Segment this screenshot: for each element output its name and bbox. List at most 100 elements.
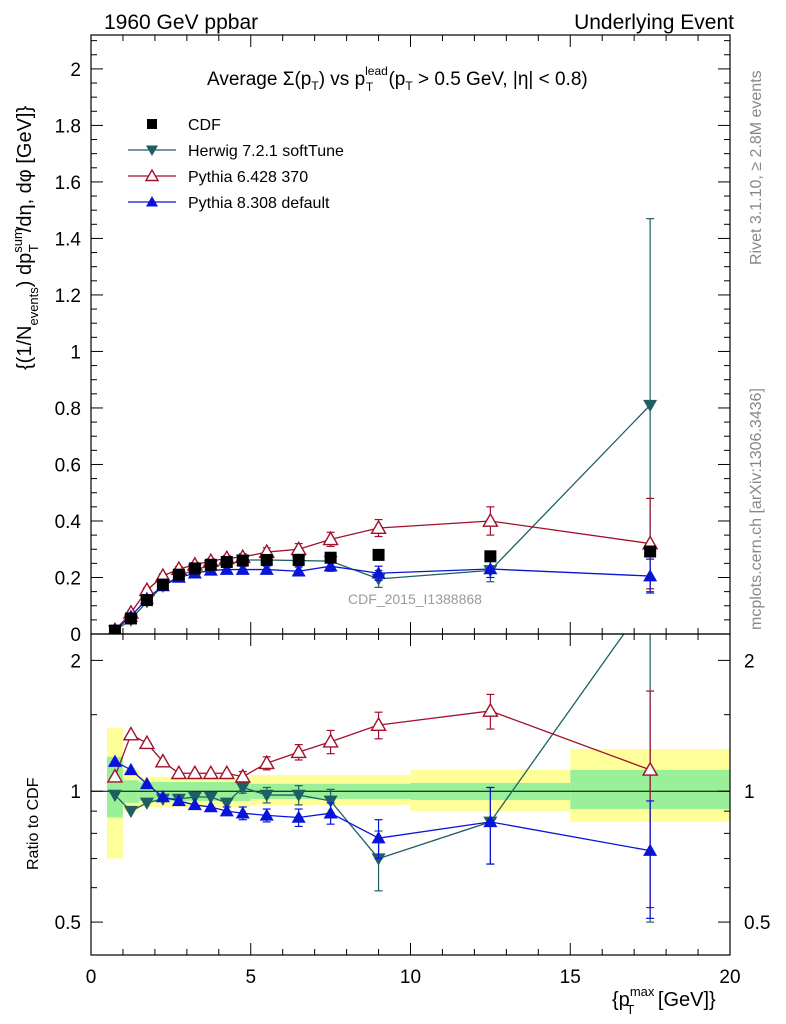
data-point [371, 831, 386, 844]
x-axis-label: {pmax T [GeV]} [612, 984, 716, 1017]
y-tick-label: 0.2 [55, 568, 81, 589]
data-point [236, 554, 249, 567]
data-point [138, 734, 156, 750]
main-plot-frame [90, 34, 731, 635]
data-point [108, 624, 121, 634]
data-point [202, 764, 220, 780]
ratio-y-tick-label-right: 2 [744, 651, 755, 672]
data-point [260, 553, 273, 566]
data-point [372, 548, 385, 561]
data-point [370, 519, 387, 534]
data-point [323, 559, 338, 572]
data-point [171, 793, 186, 807]
ratio-y-tick-label-right: 1 [744, 782, 755, 803]
y-tick-label: 1.8 [55, 116, 81, 137]
x-tick-label: 10 [400, 967, 421, 988]
data-point [139, 776, 154, 790]
ratio-y-tick-label: 1 [70, 782, 81, 803]
x-tick-label: 20 [719, 967, 740, 988]
data-point [291, 564, 306, 577]
data-point [641, 761, 659, 776]
ratio-y-tick-label: 0.5 [55, 913, 81, 934]
x-tick-label: 15 [560, 967, 581, 988]
data-point [139, 797, 154, 810]
data-point [155, 789, 170, 803]
data-point [483, 562, 498, 575]
main-y-axis-label: {(1/Nevents) dpsumT/dη, dφ [GeV]} [10, 106, 41, 370]
legend-label: CDF [188, 117, 221, 134]
header-collision-label: 1960 GeV ppbar [104, 11, 258, 34]
data-point [219, 562, 234, 575]
data-point [204, 558, 217, 571]
data-point [235, 806, 250, 819]
data-point [186, 764, 204, 780]
data-point [219, 797, 234, 810]
series-square [108, 545, 657, 634]
data-point [146, 145, 158, 156]
data-point [290, 743, 307, 759]
ratio-y-axis-label: Ratio to CDF [25, 777, 42, 870]
series-triangle-up-open [106, 690, 659, 909]
ratio-y-tick-label: 2 [70, 651, 81, 672]
data-point [291, 810, 306, 823]
y-tick-label: 0.8 [55, 399, 81, 420]
data-point [203, 791, 218, 804]
ratio-axis-ticks: 0.5 0.51 12 20 5 10 15 20 [55, 634, 770, 988]
mcplots-source-label: mcplots.cern.ch [arXiv:1306.3436] [748, 388, 765, 630]
data-point [258, 754, 275, 770]
y-tick-label: 1.4 [55, 229, 82, 250]
data-point [482, 702, 499, 717]
y-tick-label: 1.2 [55, 286, 81, 307]
stat-uncertainty-band [106, 756, 123, 818]
data-point [172, 568, 185, 581]
data-point [219, 804, 234, 817]
data-point [203, 799, 218, 813]
header-analysis-label: Underlying Event [574, 11, 734, 34]
ratio-data-series [106, 634, 659, 923]
data-point [220, 555, 233, 568]
data-point [322, 733, 339, 748]
data-point [371, 566, 386, 579]
y-tick-label: 0 [70, 625, 81, 646]
data-point [643, 399, 658, 413]
data-point [370, 716, 387, 731]
data-point [644, 545, 657, 558]
data-point [156, 578, 169, 591]
data-point [147, 119, 157, 129]
rivet-version-label: Rivet 3.1.10, ≥ 2.8M events [748, 70, 765, 265]
data-point [482, 512, 499, 527]
data-point [124, 612, 137, 625]
data-point [259, 562, 274, 575]
plot-title: Average Σ(pT) vs plead T (pT > 0.5 GeV, |… [207, 64, 588, 94]
data-point [218, 764, 235, 780]
data-point [259, 789, 274, 803]
data-point [234, 768, 251, 783]
data-point [643, 843, 658, 856]
data-point [484, 550, 497, 563]
data-point [170, 764, 188, 780]
data-point [322, 530, 339, 546]
y-tick-label: 2 [70, 60, 81, 81]
data-point [235, 782, 250, 795]
legend: CDF Herwig 7.2.1 softTune Pythia 6.428 370… [128, 117, 344, 212]
data-point [146, 196, 158, 207]
data-point [188, 562, 201, 575]
data-point [107, 754, 122, 767]
ratio-y-tick-label-right: 0.5 [744, 913, 770, 934]
y-tick-label: 1.6 [55, 173, 81, 194]
series-triangle-up [107, 754, 658, 919]
data-point [140, 594, 153, 607]
ratio-uncertainty-bands [91, 727, 730, 859]
main-axis-ticks: 0 0.2 0.4 0.6 0.8 1 1.2 1.4 1.6 1.8 2 [55, 35, 731, 646]
data-point [107, 789, 122, 803]
data-point [259, 808, 274, 821]
data-point [187, 797, 202, 811]
x-tick-label: 0 [86, 967, 97, 988]
data-point [324, 551, 337, 564]
legend-label: Herwig 7.2.1 softTune [188, 143, 344, 160]
data-point [123, 762, 138, 776]
data-point [235, 562, 250, 575]
data-point [483, 814, 498, 828]
main-data-series [107, 218, 659, 634]
data-point [643, 569, 658, 582]
